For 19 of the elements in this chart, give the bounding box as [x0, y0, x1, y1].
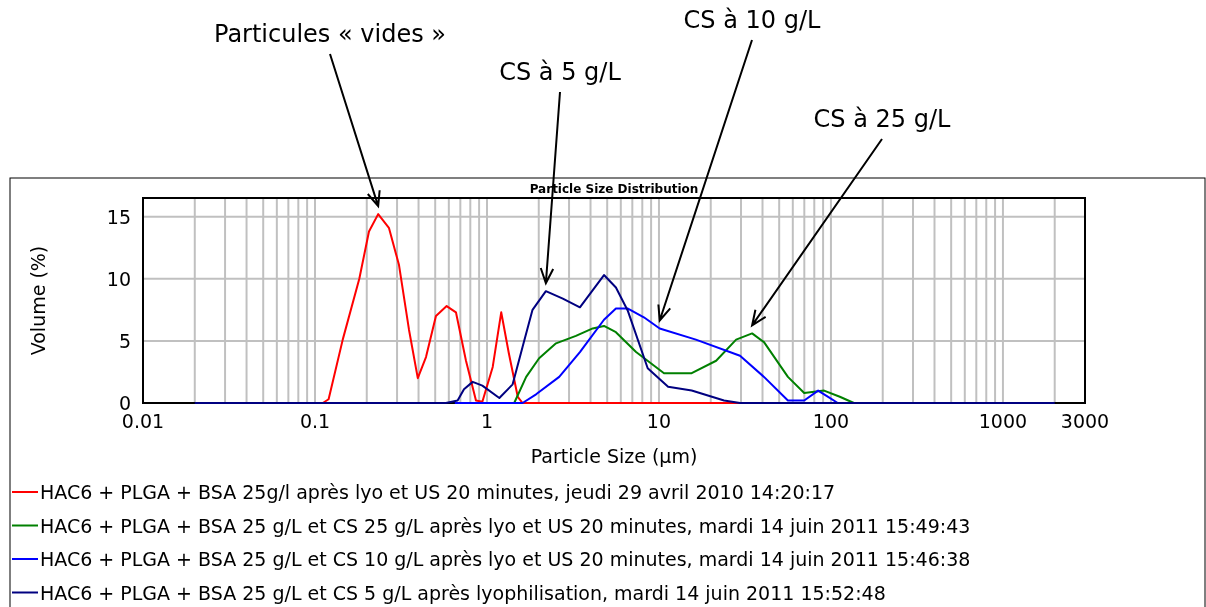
annotation: CS à 10 g/L [683, 6, 822, 34]
annotation: Particules « vides » [213, 20, 447, 48]
y-tick-label: 15 [106, 205, 131, 228]
x-tick-label: 3000 [1060, 410, 1110, 432]
x-tick-label: 0.1 [299, 410, 331, 432]
x-tick-label: 1000 [978, 410, 1028, 432]
legend-label: HAC6 + PLGA + BSA 25g/l après lyo et US 20 minutes, jeudi 29 avril 2010 14:20:17 [40, 481, 836, 503]
x-tick-label: 10 [646, 410, 672, 432]
y-axis-title: Volume (%) [27, 245, 49, 356]
annotation: CS à 25 g/L [813, 105, 952, 133]
legend-label: HAC6 + PLGA + BSA 25 g/L et CS 25 g/L après lyo et US 20 minutes, mardi 14 juin 2011 15:49:43 [40, 514, 971, 537]
y-tick-label: 5 [118, 329, 131, 352]
x-tick-label: 100 [812, 410, 850, 432]
legend-label: HAC6 + PLGA + BSA 25 g/L et CS 10 g/L après lyo et US 20 minutes, mardi 14 juin 2011 15:46:38 [40, 548, 971, 570]
legend-label: HAC6 + PLGA + BSA 25 g/L et CS 5 g/L après lyophilisation, mardi 14 juin 2011 15:52:48 [40, 581, 886, 604]
annotation: CS à 5 g/L [499, 58, 622, 86]
x-axis-title: Particle Size (µm) [530, 445, 698, 467]
x-tick-label: 1 [480, 410, 494, 432]
y-tick-label: 10 [106, 267, 131, 290]
